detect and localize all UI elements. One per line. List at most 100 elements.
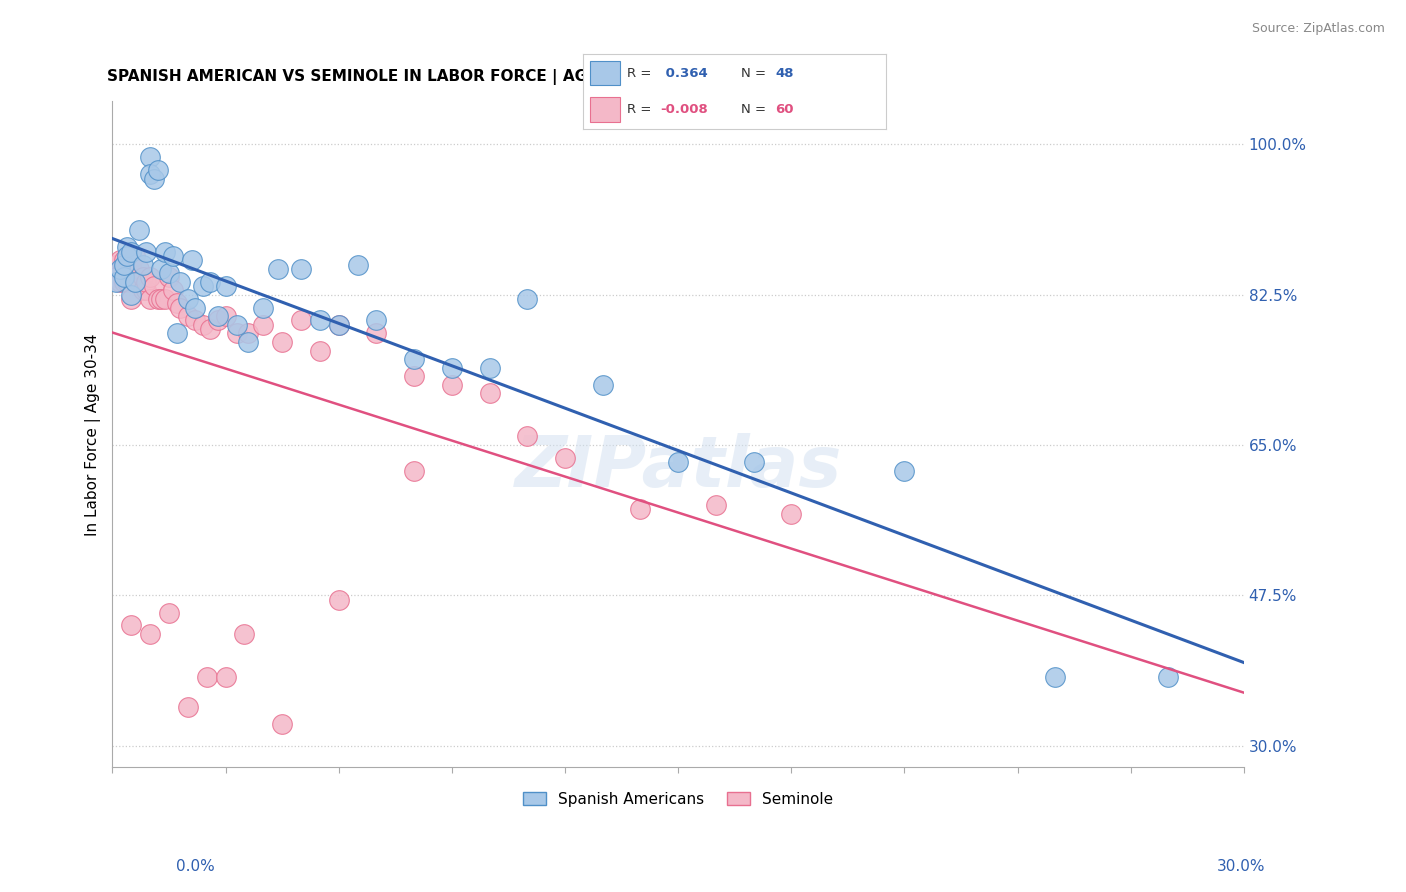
Point — [742, 455, 765, 469]
Point — [267, 261, 290, 276]
Point — [157, 606, 180, 620]
Point — [112, 258, 135, 272]
Point — [404, 352, 426, 367]
Point — [195, 670, 218, 684]
Text: N =: N = — [741, 103, 770, 116]
Point — [1157, 670, 1180, 684]
Point — [200, 275, 222, 289]
Point — [592, 377, 614, 392]
Point — [128, 275, 150, 289]
Point — [139, 150, 162, 164]
Point — [328, 592, 350, 607]
Point — [200, 322, 222, 336]
Point — [128, 261, 150, 276]
Point — [328, 318, 350, 332]
Point — [271, 334, 294, 349]
Point — [440, 360, 463, 375]
Point — [308, 343, 330, 358]
Point — [139, 270, 162, 285]
Point — [117, 249, 139, 263]
Point — [120, 244, 142, 259]
Text: -0.008: -0.008 — [661, 103, 709, 116]
Point — [105, 275, 128, 289]
Point — [893, 464, 915, 478]
Point — [146, 163, 169, 178]
Text: N =: N = — [741, 67, 770, 79]
Point — [478, 386, 501, 401]
Point — [516, 429, 538, 443]
Point — [120, 292, 142, 306]
Y-axis label: In Labor Force | Age 30-34: In Labor Force | Age 30-34 — [86, 333, 101, 535]
Point — [108, 261, 131, 276]
Point — [169, 275, 191, 289]
Point — [238, 326, 260, 341]
Text: 0.0%: 0.0% — [176, 859, 215, 874]
Point — [150, 292, 173, 306]
Point — [184, 313, 207, 327]
Point — [214, 670, 236, 684]
Point — [120, 258, 142, 272]
Point — [112, 253, 135, 268]
Text: 48: 48 — [776, 67, 794, 79]
Point — [117, 275, 139, 289]
Point — [177, 292, 200, 306]
Point — [328, 318, 350, 332]
Point — [704, 498, 727, 512]
Point — [135, 244, 157, 259]
Point — [117, 240, 139, 254]
Point — [366, 313, 388, 327]
Point — [180, 253, 202, 268]
Point — [308, 313, 330, 327]
Point — [177, 700, 200, 714]
Point — [207, 313, 229, 327]
Point — [554, 450, 576, 465]
Point — [346, 258, 368, 272]
Point — [271, 717, 294, 731]
Point — [139, 168, 162, 182]
Point — [131, 284, 153, 298]
Point — [135, 275, 157, 289]
Point — [155, 244, 177, 259]
Point — [142, 279, 165, 293]
Point — [177, 309, 200, 323]
Text: ZIPatlas: ZIPatlas — [515, 434, 842, 502]
Point — [290, 261, 312, 276]
Point — [366, 326, 388, 341]
Bar — [589, 97, 620, 122]
Point — [120, 618, 142, 632]
Point — [214, 279, 236, 293]
Point — [166, 326, 188, 341]
Point — [112, 275, 135, 289]
Text: 30.0%: 30.0% — [1218, 859, 1265, 874]
Point — [166, 296, 188, 310]
Text: Source: ZipAtlas.com: Source: ZipAtlas.com — [1251, 22, 1385, 36]
Point — [191, 279, 214, 293]
Point — [169, 301, 191, 315]
Point — [252, 301, 274, 315]
Text: R =: R = — [627, 67, 657, 79]
Text: R =: R = — [627, 103, 657, 116]
Point — [404, 369, 426, 384]
Point — [124, 275, 146, 289]
Point — [162, 249, 184, 263]
Legend: Spanish Americans, Seminole: Spanish Americans, Seminole — [517, 786, 839, 813]
Text: SPANISH AMERICAN VS SEMINOLE IN LABOR FORCE | AGE 30-34 CORRELATION CHART: SPANISH AMERICAN VS SEMINOLE IN LABOR FO… — [107, 69, 839, 85]
Point — [225, 318, 247, 332]
Point — [128, 223, 150, 237]
Point — [191, 318, 214, 332]
Point — [146, 292, 169, 306]
Point — [139, 627, 162, 641]
Point — [108, 275, 131, 289]
Point — [135, 284, 157, 298]
Text: 0.364: 0.364 — [661, 67, 707, 79]
Point — [155, 292, 177, 306]
Point — [157, 270, 180, 285]
Point — [440, 377, 463, 392]
Point — [478, 360, 501, 375]
Point — [252, 318, 274, 332]
Point — [233, 627, 256, 641]
Point — [142, 171, 165, 186]
Point — [225, 326, 247, 341]
Point — [131, 258, 153, 272]
Point — [150, 261, 173, 276]
